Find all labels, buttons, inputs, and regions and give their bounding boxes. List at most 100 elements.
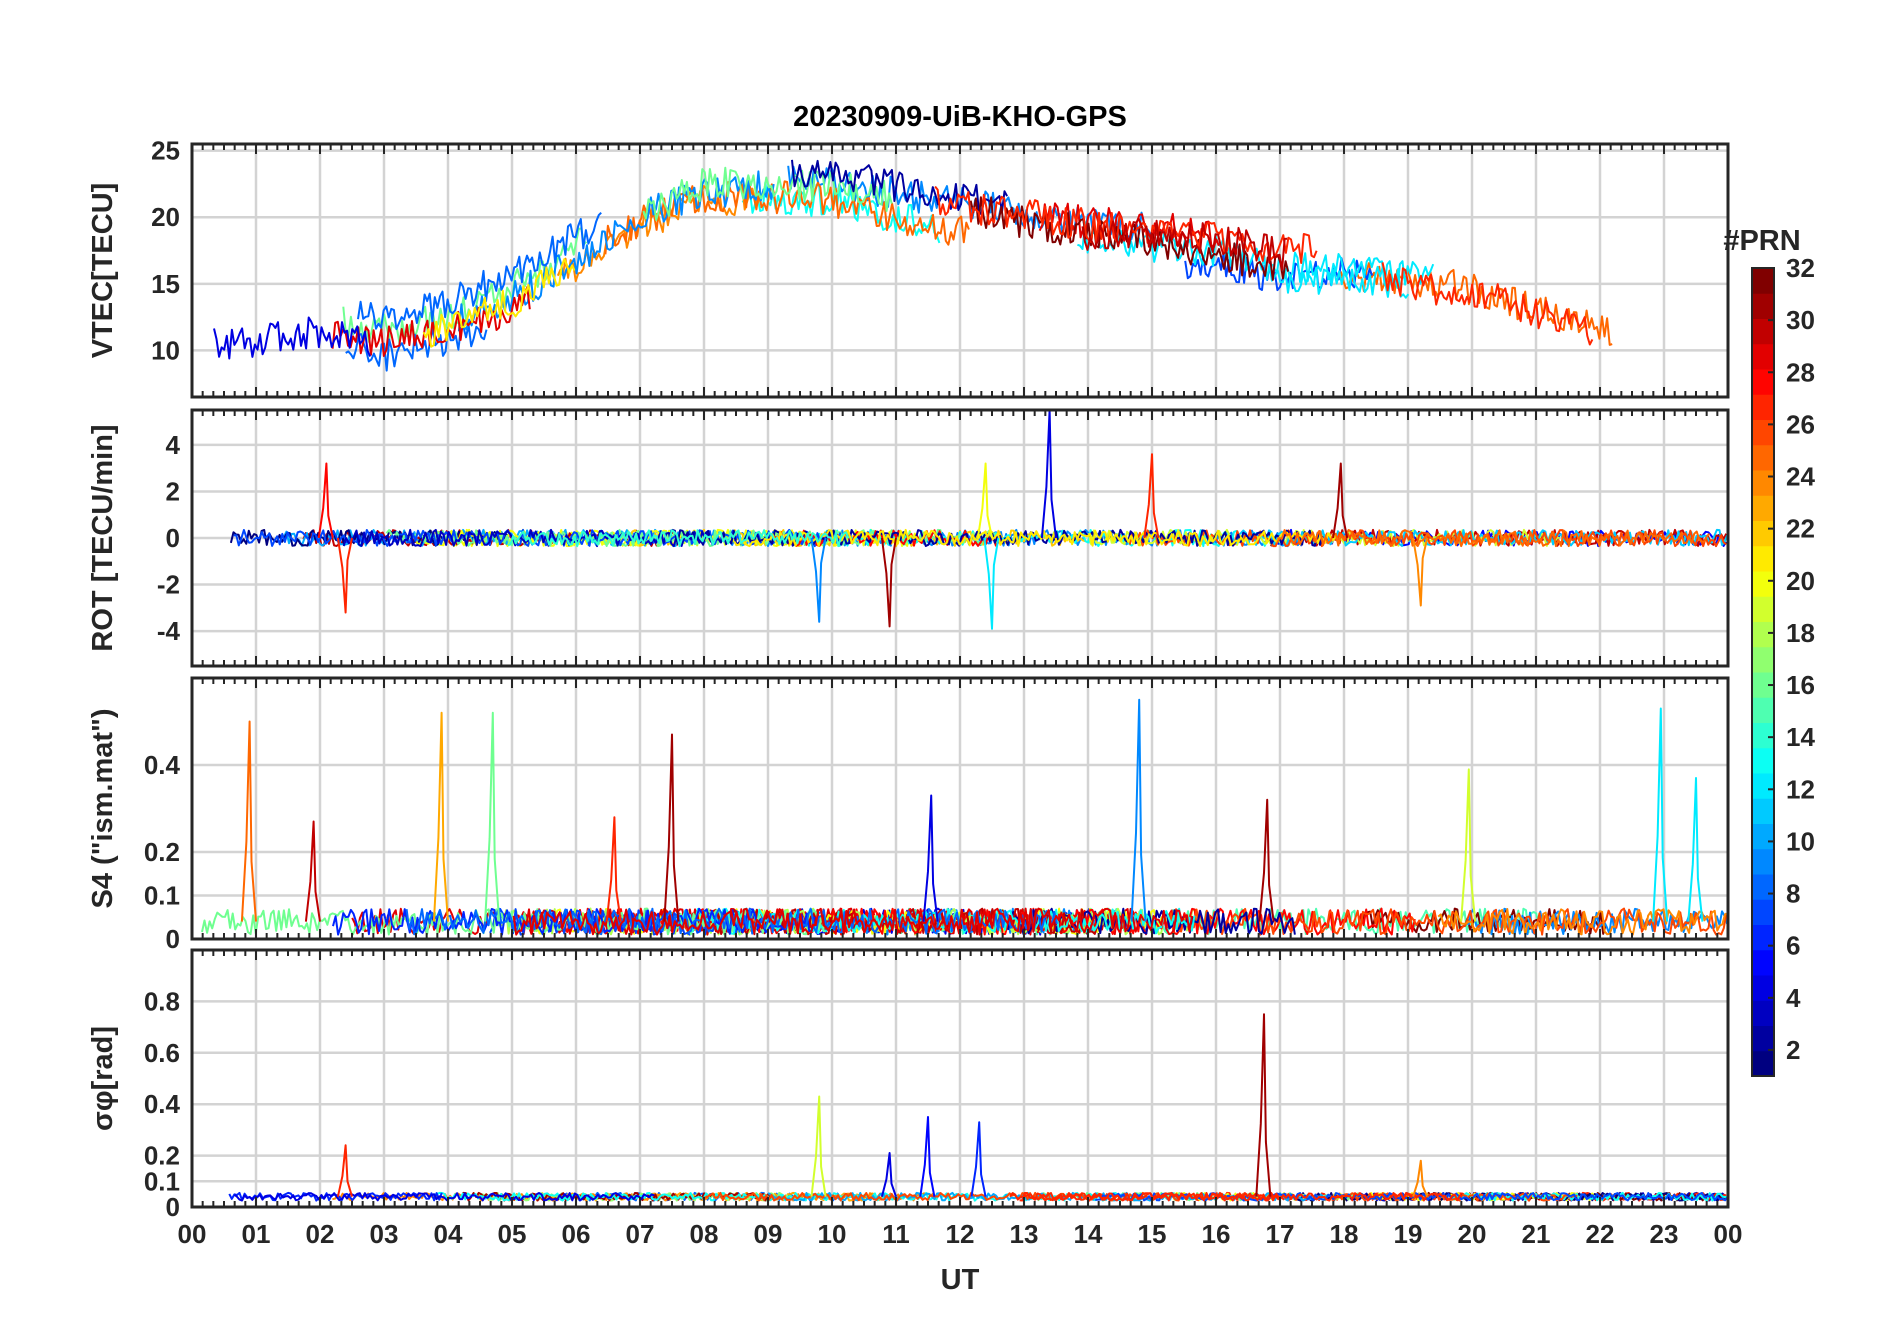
colorbar-tick-label: 30 (1786, 305, 1815, 335)
prn-trace (1081, 217, 1288, 271)
prn-trace (357, 211, 602, 331)
colorbar-segment (1752, 495, 1774, 521)
spike-trace (484, 711, 501, 922)
spike-trace (1040, 409, 1057, 539)
x-tick-label: 08 (690, 1219, 719, 1249)
spike-trace (1130, 698, 1147, 922)
colorbar-tick-label: 16 (1786, 670, 1815, 700)
spike-trace (336, 537, 353, 614)
colorbar-segment (1752, 1000, 1774, 1026)
spike-trace (880, 537, 897, 628)
spike-trace (880, 1152, 897, 1198)
colorbar-segment (1752, 444, 1774, 471)
x-tick-label: 02 (306, 1219, 335, 1249)
colorbar-segment (1752, 722, 1774, 749)
colorbar-segment (1752, 899, 1774, 925)
prn-trace (890, 907, 1542, 936)
y-tick-label: 2 (166, 476, 180, 506)
x-tick-label: 23 (1650, 1219, 1679, 1249)
prn-trace (604, 180, 970, 255)
spike-trace (336, 1144, 353, 1197)
x-tick-label: 15 (1138, 1219, 1167, 1249)
y-axis-label: VTEC[TECU] (87, 183, 119, 359)
spike-trace (317, 462, 334, 539)
colorbar-segment (1752, 571, 1774, 597)
colorbar-segment (1752, 419, 1774, 446)
x-tick-label: 01 (242, 1219, 271, 1249)
x-tick-label: 03 (370, 1219, 399, 1249)
x-tick-label: 19 (1394, 1219, 1423, 1249)
y-tick-label: 10 (151, 335, 180, 365)
y-axis-label: S4 ("ism.mat") (87, 709, 119, 909)
x-tick-label: 07 (626, 1219, 655, 1249)
colorbar-tick-label: 14 (1786, 722, 1815, 752)
y-tick-label: 0 (166, 523, 180, 553)
colorbar-tick-label: 10 (1786, 826, 1815, 856)
y-tick-label: 0.2 (144, 1141, 180, 1171)
colorbar-segment (1752, 1050, 1774, 1077)
spike-trace (922, 794, 939, 922)
prn-trace (733, 528, 1340, 548)
prn-trace (1294, 1192, 1726, 1202)
spike-trace (605, 816, 622, 922)
spike-trace (810, 537, 827, 623)
colorbar-segment (1752, 949, 1774, 976)
colorbar-segment (1752, 874, 1774, 900)
colorbar-tick-label: 22 (1786, 514, 1815, 544)
x-tick-label: 00 (178, 1219, 207, 1249)
prn-trace (422, 258, 576, 348)
x-tick-label: 11 (882, 1219, 910, 1249)
y-tick-label: 0.2 (144, 837, 180, 867)
colorbar-tick-label: 2 (1786, 1035, 1800, 1065)
colorbar-segment (1752, 975, 1774, 1001)
colorbar-tick-label: 28 (1786, 357, 1815, 387)
colorbar-segment (1752, 394, 1774, 420)
x-tick-label: 17 (1266, 1219, 1295, 1249)
colorbar-segment (1752, 823, 1774, 850)
y-tick-label: 25 (151, 136, 180, 166)
x-tick-label: 10 (818, 1219, 847, 1249)
x-tick-label: 14 (1074, 1219, 1103, 1249)
x-tick-label: 13 (1010, 1219, 1039, 1249)
colorbar-segment (1752, 545, 1774, 572)
colorbar-segment (1752, 520, 1774, 547)
spike-trace (1332, 462, 1349, 539)
prn-trace (1276, 529, 1711, 548)
colorbar-tick-label: 26 (1786, 409, 1815, 439)
spike-trace (1143, 453, 1160, 539)
colorbar-tick-label: 18 (1786, 618, 1815, 648)
colorbar-segment (1752, 697, 1774, 723)
prn-trace (791, 159, 1008, 216)
prn-trace (1437, 908, 1728, 936)
colorbar-segment (1752, 672, 1774, 698)
x-tick-label: 12 (946, 1219, 975, 1249)
y-tick-label: 20 (151, 202, 180, 232)
spike-trace (1412, 537, 1429, 607)
traces-layer (201, 159, 1729, 1202)
spike-trace (240, 720, 257, 922)
y-tick-label: 0.8 (144, 986, 180, 1016)
x-tick-label: 04 (434, 1219, 463, 1249)
x-axis-label: UT (941, 1264, 980, 1296)
prn-trace (1009, 1191, 1285, 1202)
y-tick-label: 0.1 (144, 1166, 180, 1196)
x-tick-label: 16 (1202, 1219, 1231, 1249)
spike-trace (970, 1121, 987, 1197)
colorbar-tick-label: 32 (1786, 253, 1815, 283)
colorbar-segment (1752, 924, 1774, 951)
prn-trace (342, 227, 588, 345)
spike-trace (919, 1116, 936, 1197)
spike-trace (1687, 777, 1704, 922)
colorbar-label: #PRN (1723, 225, 1800, 257)
colorbar-segment (1752, 369, 1774, 395)
colorbar-segment (1752, 848, 1774, 875)
colorbar-segment (1752, 621, 1774, 648)
y-tick-label: -4 (157, 616, 181, 646)
y-axis-label: ROT [TECU/min] (87, 424, 119, 651)
y-tick-label: 0.1 (144, 881, 180, 911)
y-tick-label: 4 (166, 430, 181, 460)
colorbar-tick-label: 20 (1786, 566, 1815, 596)
x-tick-label: 18 (1330, 1219, 1359, 1249)
spike-trace (1255, 1013, 1272, 1197)
x-tick-label: 05 (498, 1219, 527, 1249)
